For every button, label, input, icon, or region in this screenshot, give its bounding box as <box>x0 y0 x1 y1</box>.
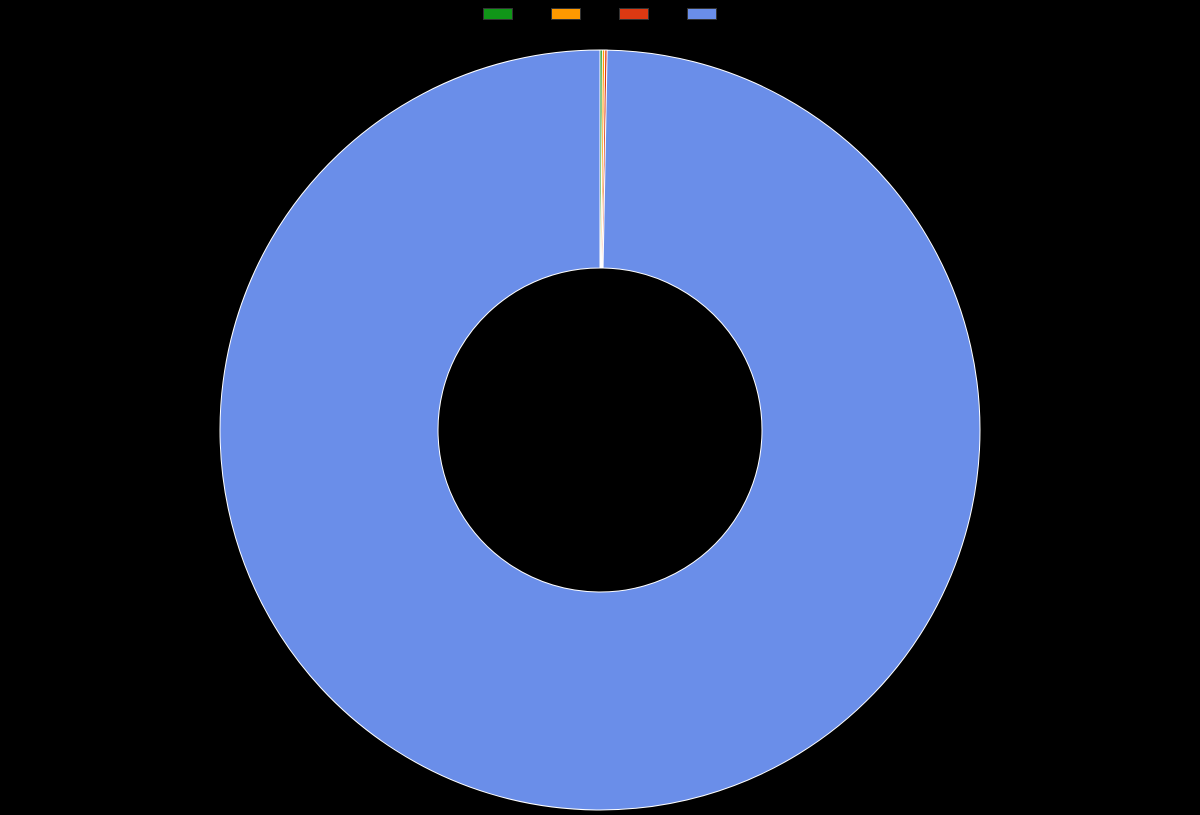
donut-slice-3 <box>220 50 980 810</box>
donut-chart <box>0 15 1200 815</box>
donut-chart-container <box>0 30 1200 800</box>
